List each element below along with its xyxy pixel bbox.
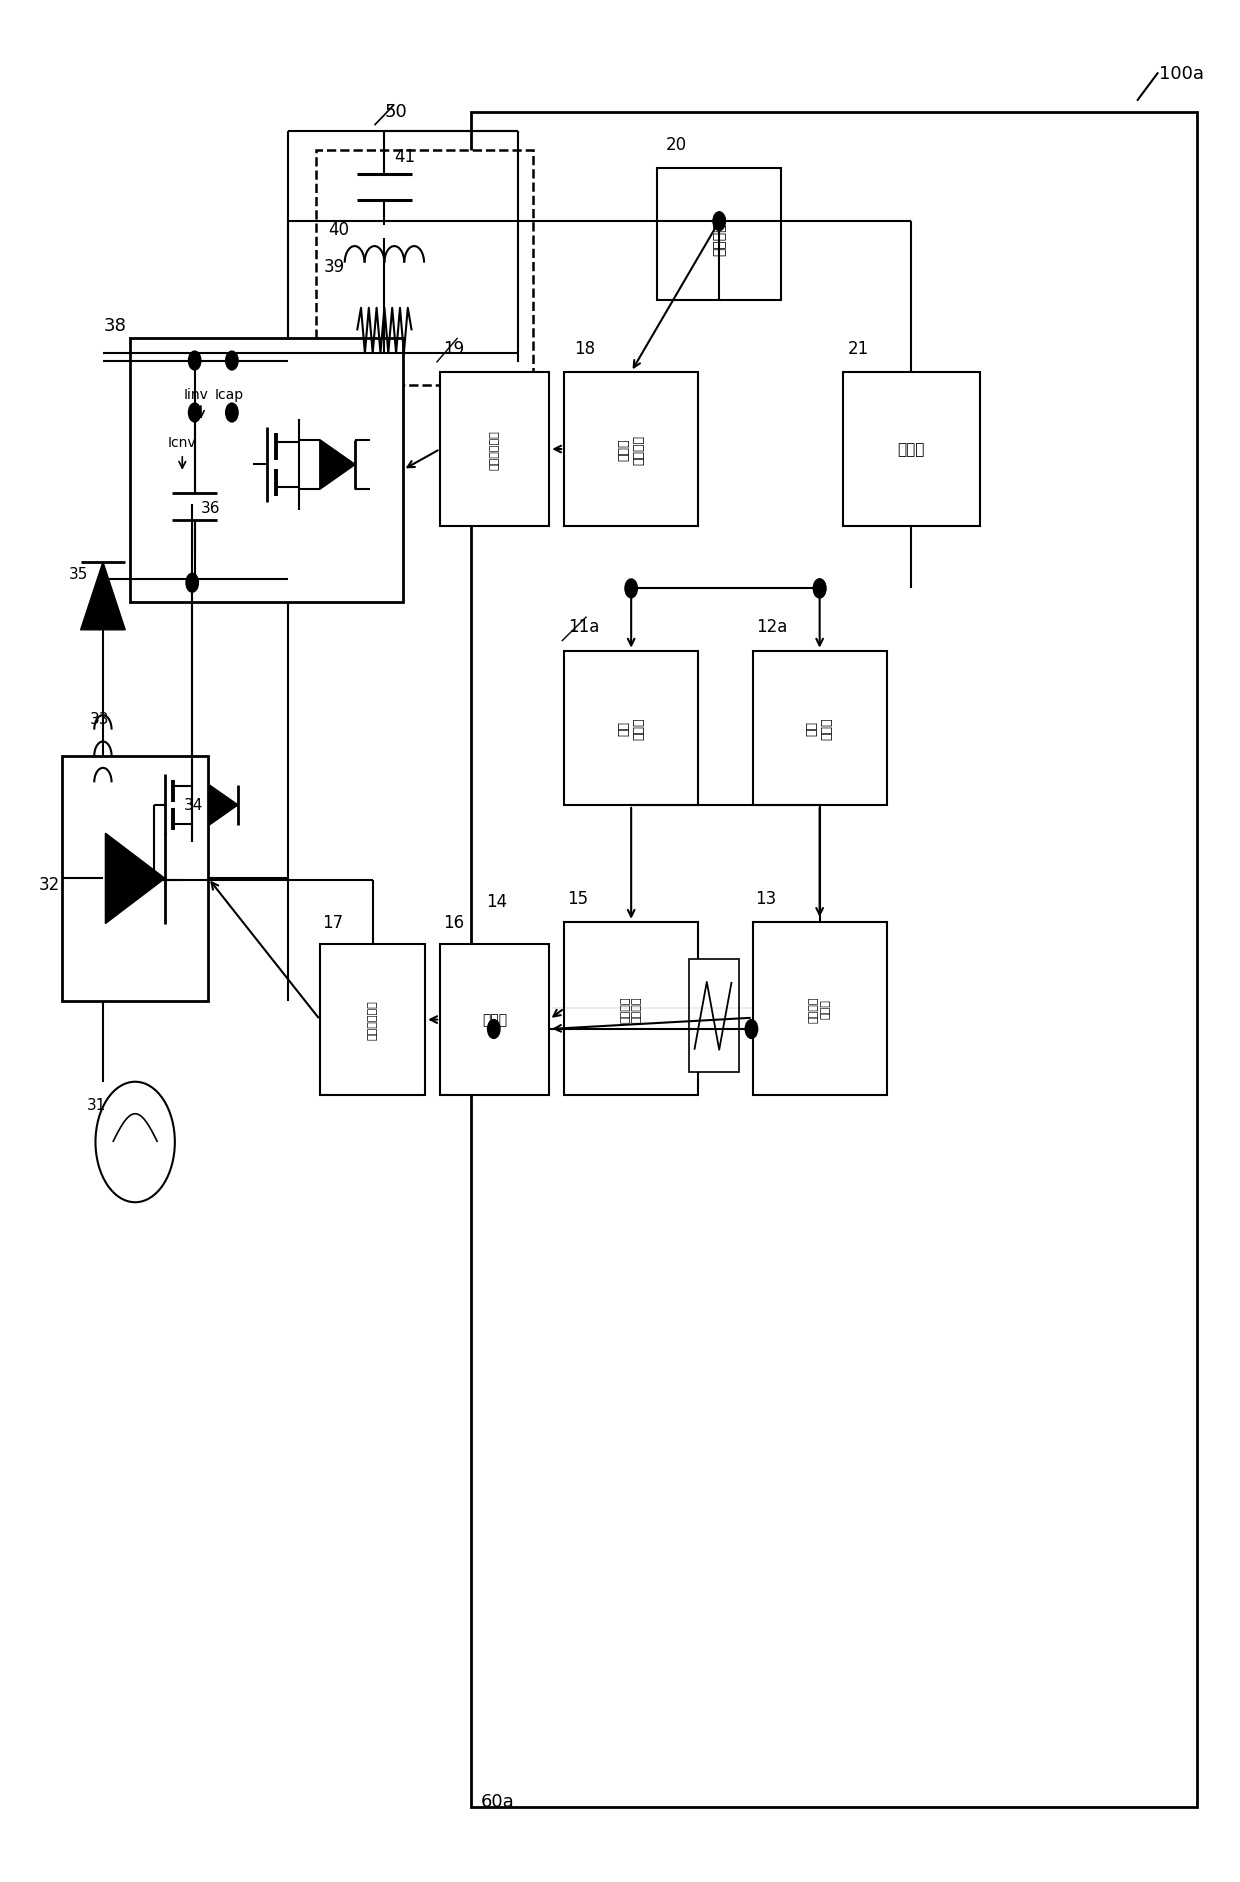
- Circle shape: [95, 1082, 175, 1203]
- Bar: [657, 169, 781, 301]
- Text: 栅极驱动电路: 栅极驱动电路: [367, 999, 378, 1041]
- Bar: [62, 757, 208, 1001]
- Text: 相位
检测部: 相位 检测部: [806, 717, 833, 740]
- Bar: [689, 960, 739, 1073]
- Text: 电流检测器: 电流检测器: [712, 215, 727, 256]
- Text: 40: 40: [329, 220, 350, 239]
- Polygon shape: [320, 440, 355, 489]
- Text: Icap: Icap: [215, 388, 243, 403]
- Circle shape: [625, 580, 637, 598]
- Text: 19: 19: [443, 339, 464, 358]
- Text: 频率
检测部: 频率 检测部: [618, 717, 645, 740]
- Text: 33: 33: [89, 711, 109, 726]
- Text: 载波信号
控制部: 载波信号 控制部: [808, 996, 831, 1022]
- Text: 15: 15: [567, 888, 588, 907]
- Text: Iinv: Iinv: [184, 388, 208, 403]
- Bar: [320, 945, 425, 1095]
- Text: 60a: 60a: [481, 1792, 515, 1810]
- Text: 31: 31: [87, 1097, 107, 1112]
- Text: Icnv: Icnv: [167, 435, 196, 450]
- Bar: [564, 651, 698, 805]
- Text: 计算部: 计算部: [898, 442, 925, 457]
- Text: 14: 14: [486, 892, 507, 911]
- Text: 18: 18: [574, 339, 595, 358]
- Bar: [440, 945, 549, 1095]
- Circle shape: [813, 580, 826, 598]
- Bar: [753, 922, 887, 1095]
- Polygon shape: [105, 834, 165, 924]
- Circle shape: [226, 352, 238, 371]
- Text: 17: 17: [322, 913, 343, 932]
- Text: 50: 50: [384, 102, 407, 120]
- Text: 41: 41: [394, 147, 415, 166]
- Circle shape: [713, 213, 725, 231]
- Circle shape: [186, 574, 198, 593]
- Bar: [753, 651, 887, 805]
- Circle shape: [188, 405, 201, 423]
- Text: 变换器控
制指令器: 变换器控 制指令器: [620, 996, 642, 1022]
- Text: 34: 34: [184, 798, 203, 813]
- Bar: [471, 113, 1197, 1807]
- Text: 36: 36: [201, 501, 221, 516]
- Polygon shape: [81, 563, 125, 630]
- Circle shape: [226, 405, 238, 423]
- Bar: [564, 373, 698, 527]
- Text: 100a: 100a: [1159, 64, 1204, 83]
- Circle shape: [188, 352, 201, 371]
- Circle shape: [745, 1020, 758, 1039]
- Bar: [843, 373, 980, 527]
- Circle shape: [487, 1020, 500, 1039]
- Bar: [130, 339, 403, 602]
- Text: 38: 38: [104, 316, 126, 335]
- Text: 逆变器
控制电路: 逆变器 控制电路: [618, 435, 645, 465]
- Text: 32: 32: [38, 875, 60, 894]
- Polygon shape: [208, 785, 238, 826]
- Text: 39: 39: [324, 258, 345, 277]
- Text: 12a: 12a: [756, 617, 787, 636]
- Circle shape: [813, 580, 826, 598]
- Bar: [564, 922, 698, 1095]
- Bar: [316, 151, 533, 386]
- Text: 栅极驱动电路: 栅极驱动电路: [490, 429, 500, 470]
- Text: 11a: 11a: [568, 617, 599, 636]
- Text: 13: 13: [755, 888, 776, 907]
- Text: 20: 20: [666, 136, 687, 154]
- Text: 16: 16: [443, 913, 464, 932]
- Text: 比较器: 比较器: [482, 1013, 507, 1028]
- Text: 35: 35: [68, 566, 88, 582]
- Bar: [440, 373, 549, 527]
- Text: 21: 21: [848, 339, 869, 358]
